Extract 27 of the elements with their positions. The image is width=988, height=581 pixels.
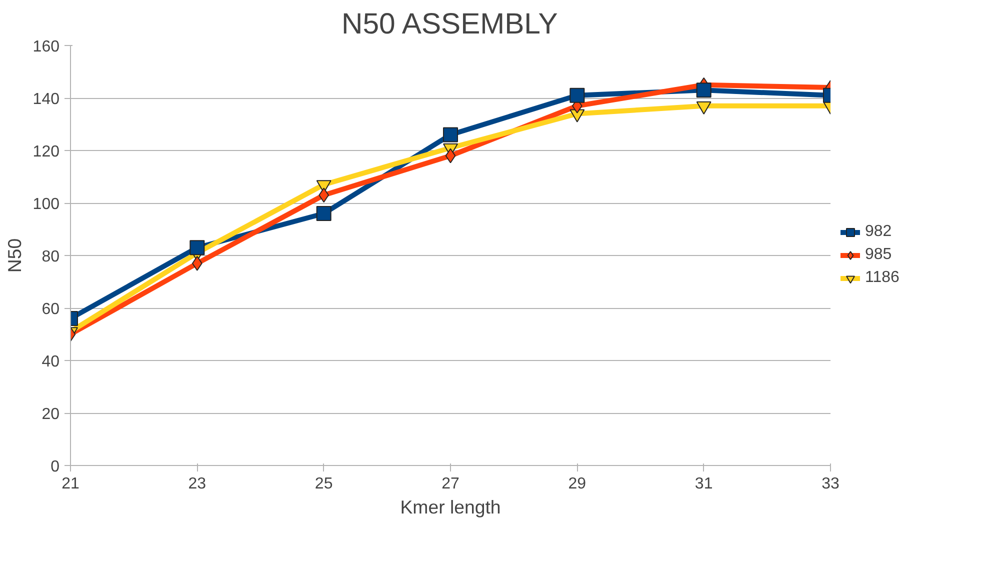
y-tick-label: 140 [32, 91, 60, 108]
y-tick-label: 120 [32, 144, 60, 160]
y-tick-label: 60 [42, 301, 60, 318]
chart-title: N50 ASSEMBLY [342, 8, 558, 40]
x-tick-label: 29 [568, 476, 586, 492]
x-tick-label: 21 [62, 476, 80, 492]
x-tick-label: 25 [314, 476, 333, 492]
legend-label: 985 [865, 246, 892, 264]
x-tick-label: 31 [694, 476, 713, 492]
y-tick-label: 0 [50, 458, 60, 476]
y-axis-title: N50 [4, 238, 25, 273]
y-tick-label: 20 [42, 406, 60, 423]
y-tick-label: 80 [42, 248, 60, 266]
point [445, 148, 456, 164]
x-tick-label: 27 [442, 476, 460, 492]
legend-label: 982 [865, 223, 892, 241]
x-tick-label: 23 [188, 476, 206, 492]
y-tick-label: 100 [32, 196, 60, 213]
legend-label: 1186 [865, 269, 900, 287]
x-axis-title: Kmer length [400, 496, 501, 518]
x-tick-label: 33 [822, 476, 840, 492]
point [570, 88, 585, 103]
y-tick-label: 40 [42, 354, 60, 370]
y-tick-label: 160 [32, 38, 60, 56]
point [696, 82, 712, 98]
point [316, 206, 332, 221]
point [443, 127, 458, 142]
